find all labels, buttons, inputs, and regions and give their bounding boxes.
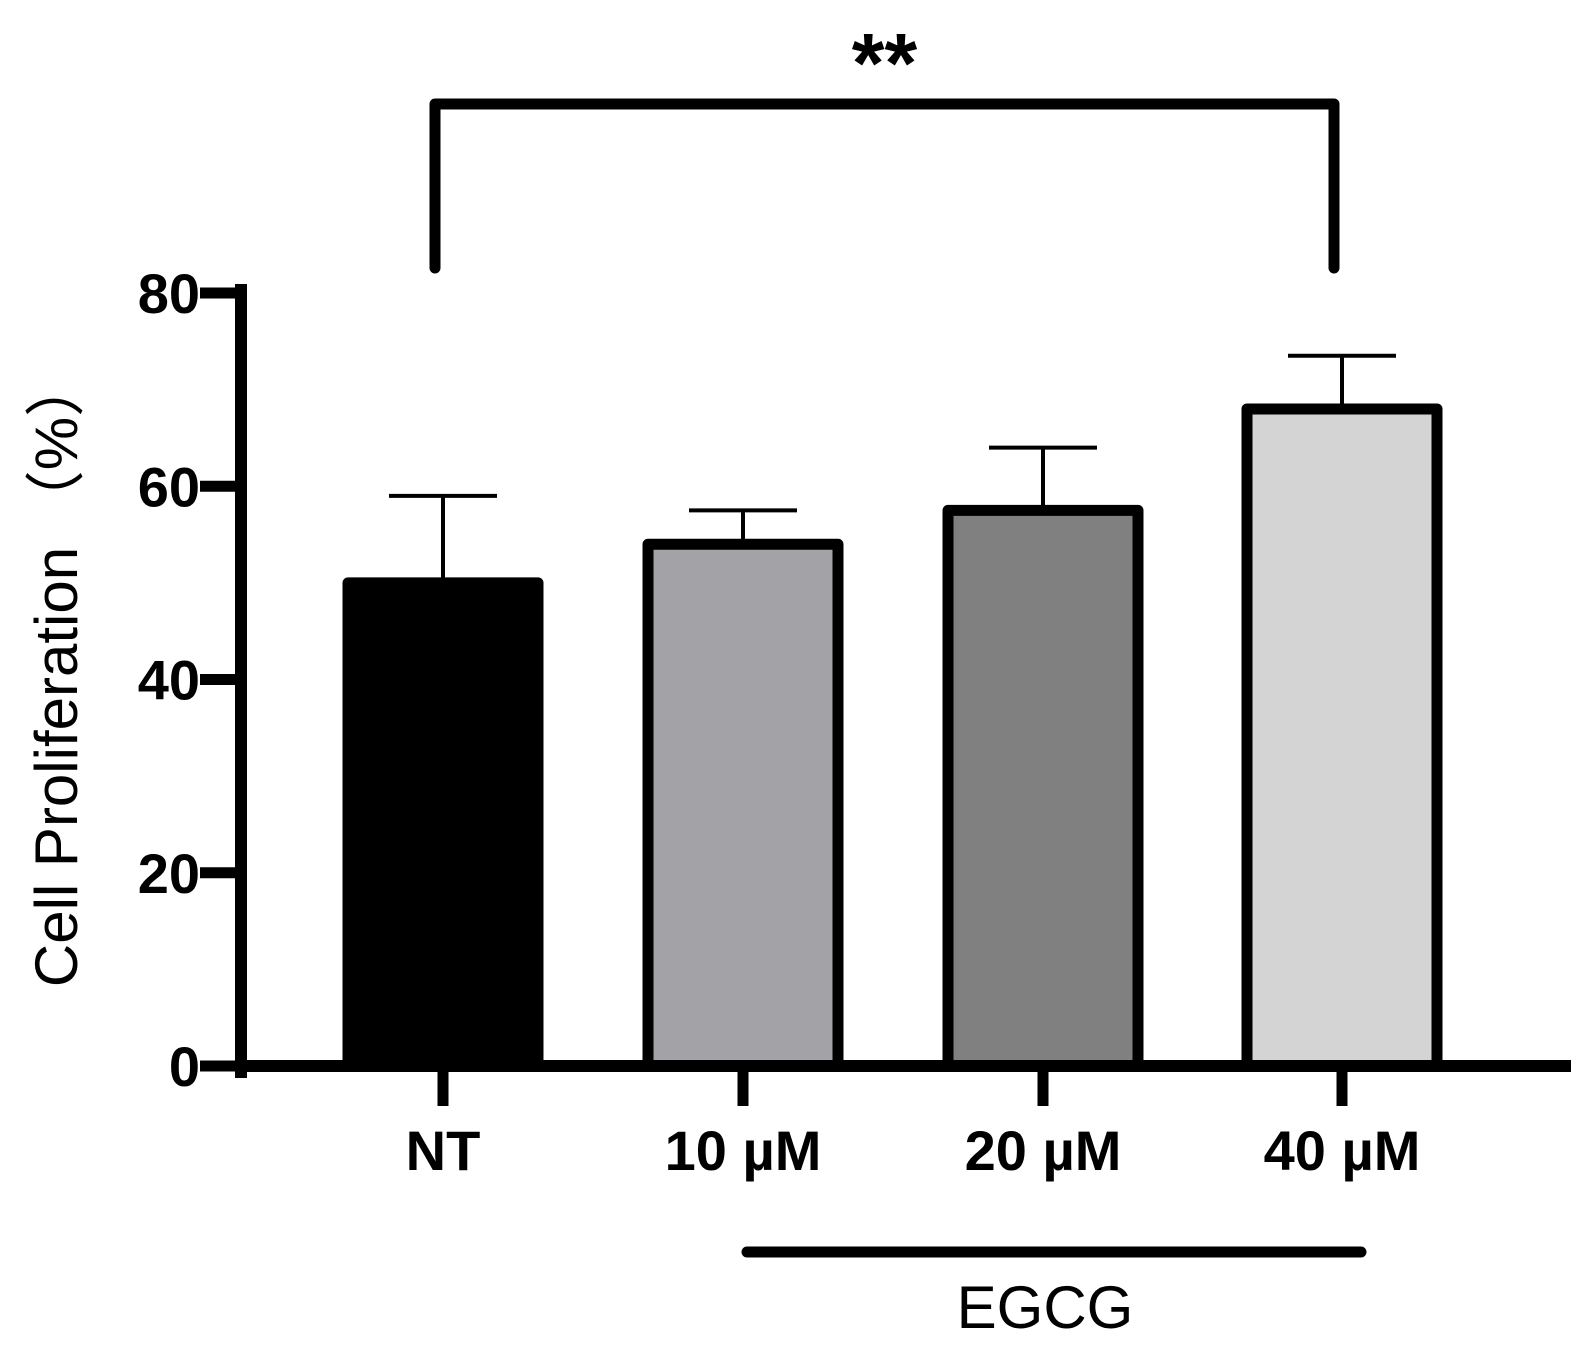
y-tick-label-2: 40 — [138, 649, 200, 712]
bar-3 — [1241, 403, 1443, 1072]
x-tick-label-1: 10 µM — [665, 1119, 822, 1182]
bars-layer — [342, 403, 1443, 1072]
y-tick-label-0: 0 — [169, 1035, 200, 1098]
x-ticks-layer: NT 10 µM 20 µM 40 µM — [406, 1066, 1421, 1182]
bar-1 — [642, 538, 844, 1072]
y-tick-label-4: 80 — [138, 262, 200, 325]
significance-bracket-line — [429, 98, 1340, 274]
bar-2 — [942, 504, 1144, 1072]
y-tick-label-3: 60 — [138, 455, 200, 518]
significance-bracket: ** — [429, 16, 1340, 274]
significance-label: ** — [852, 16, 918, 110]
x-tick-label-2: 20 µM — [965, 1119, 1122, 1182]
y-axis-title: Cell Proliferation （%） — [23, 357, 90, 987]
y-ticks-layer: 0 20 40 60 80 — [138, 262, 241, 1098]
egcg-group-label: EGCG — [957, 1274, 1134, 1341]
x-tick-label-3: 40 µM — [1264, 1119, 1421, 1182]
error-bars-layer — [389, 353, 1396, 583]
bar-0 — [342, 577, 544, 1072]
y-tick-label-1: 20 — [138, 842, 200, 905]
x-tick-label-0: NT — [406, 1119, 481, 1182]
